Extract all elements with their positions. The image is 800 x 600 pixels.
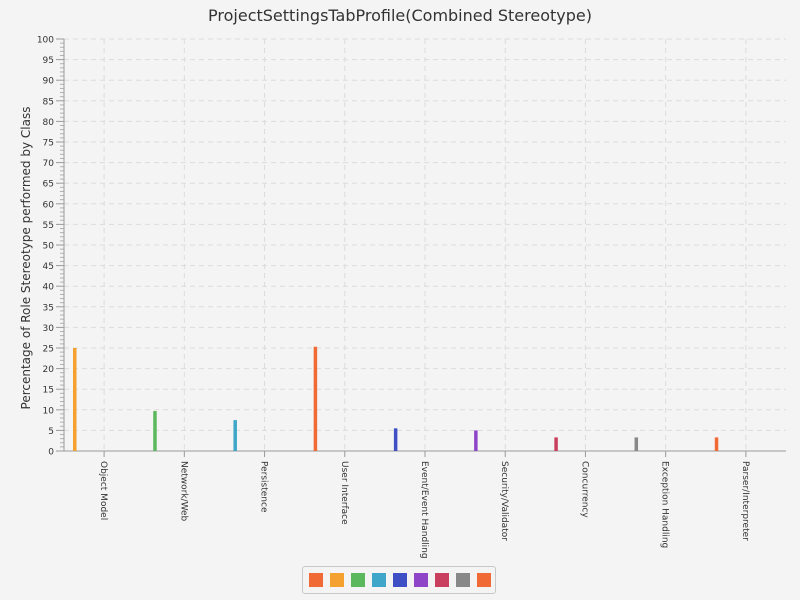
bar	[714, 437, 719, 451]
bar	[153, 411, 157, 451]
grid-lines	[64, 38, 786, 451]
bar	[474, 430, 478, 451]
y-tick-label: 50	[43, 242, 55, 252]
y-tick-label: 85	[43, 97, 54, 107]
legend-swatch	[330, 573, 344, 587]
x-tick-label: Parser/Interpreter	[740, 461, 750, 541]
legend-swatch	[372, 573, 386, 587]
y-tick-label: 5	[48, 427, 54, 437]
y-tick-label: 45	[43, 262, 54, 272]
legend-swatch	[414, 573, 428, 587]
y-tick-label: 10	[43, 406, 55, 416]
bars	[73, 346, 719, 451]
legend	[302, 566, 496, 594]
y-tick-label: 60	[43, 200, 55, 210]
y-axis-label: Percentage of Role Stereotype performed …	[19, 107, 33, 410]
x-tick-label: Object Model	[98, 461, 108, 520]
x-tick-label: Event/Event Handling	[419, 461, 429, 559]
x-tick-labels: Object Model Network/Web Persistence User I…	[98, 461, 750, 559]
y-tick-label: 0	[48, 448, 54, 458]
y-tick-label: 90	[43, 77, 55, 87]
x-tick-label: Persistence	[259, 461, 269, 513]
y-tick-label: 70	[43, 159, 55, 169]
bar	[554, 437, 558, 451]
y-tick-label: 100	[37, 36, 54, 46]
legend-swatch	[477, 573, 491, 587]
axes	[56, 38, 786, 457]
bar	[73, 348, 77, 451]
legend-swatch	[309, 573, 323, 587]
y-tick-label: 80	[43, 118, 55, 128]
x-tick-label: User Interface	[339, 461, 349, 525]
bar	[393, 428, 398, 451]
y-tick-label: 75	[43, 139, 54, 149]
y-tick-label: 25	[43, 345, 54, 355]
y-tick-label: 65	[43, 180, 54, 190]
x-tick-label: Exception Handling	[660, 461, 670, 548]
chart-title: ProjectSettingsTabProfile(Combined Stere…	[208, 6, 592, 25]
bar	[634, 437, 639, 451]
bar	[313, 346, 318, 451]
y-tick-label: 55	[43, 221, 54, 231]
y-tick-label: 35	[43, 303, 54, 313]
legend-swatch	[393, 573, 407, 587]
x-tick-label: Concurrency	[579, 461, 589, 518]
legend-swatch	[435, 573, 449, 587]
legend-swatch	[456, 573, 470, 587]
x-tick-label: Network/Web	[178, 461, 188, 522]
y-tick-label: 20	[43, 365, 55, 375]
bar	[233, 420, 237, 451]
x-tick-label: Security/Validator	[499, 461, 509, 541]
y-tick-label: 15	[43, 386, 54, 396]
y-tick-label: 95	[43, 56, 54, 66]
y-tick-labels: 0 5 10 15 20 25 30 35 40 45 50 55 60 65 70 75 80 85 90 95 10…	[37, 36, 54, 458]
y-tick-label: 40	[43, 283, 55, 293]
y-tick-label: 30	[43, 324, 55, 334]
legend-swatch	[351, 573, 365, 587]
